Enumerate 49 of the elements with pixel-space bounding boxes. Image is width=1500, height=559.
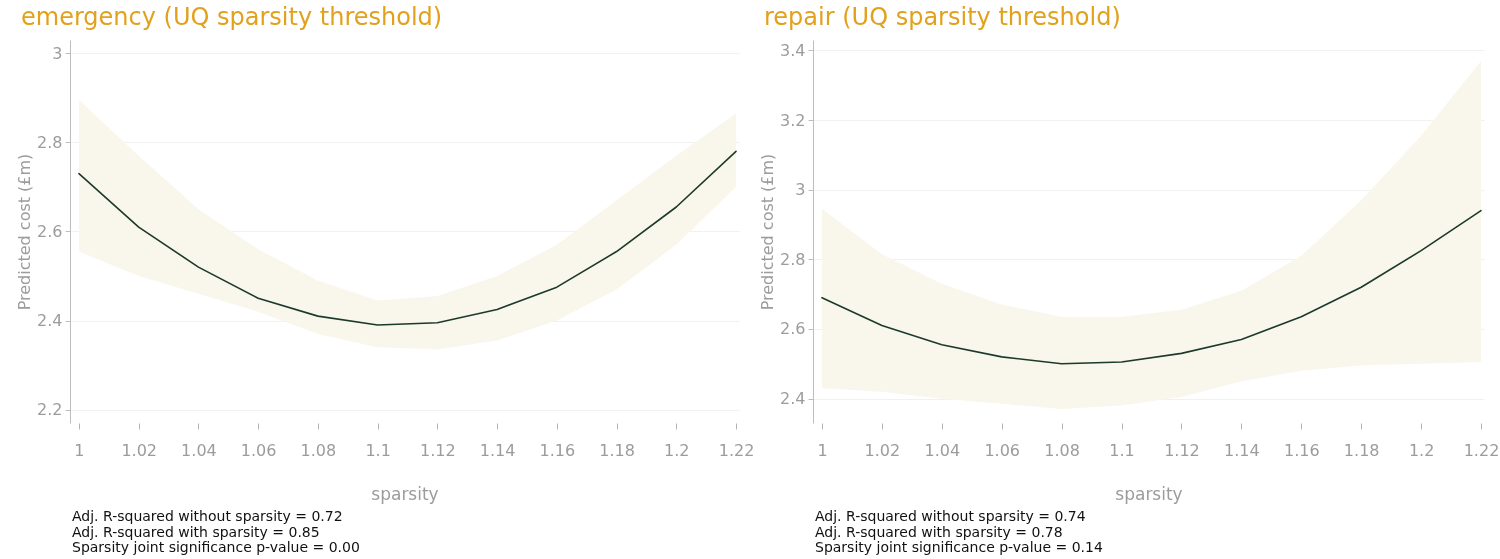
y-tick-label: 2.4	[780, 389, 806, 409]
text: Adj. R-squared without sparsity = 0.74	[815, 508, 1086, 524]
chart-title: repair (UQ sparsity threshold)	[764, 3, 1121, 31]
x-tick-label: 1.06	[984, 440, 1021, 460]
y-axis-title: Predicted cost (£m)	[758, 153, 778, 311]
x-tick-label: 1.02	[121, 440, 157, 460]
y-tick-label: 3.4	[780, 40, 806, 60]
y-tick-label: 2.4	[37, 311, 63, 331]
text: Adj. R-squared with sparsity = 0.78	[815, 523, 1063, 540]
x-tick-label: 1.06	[240, 440, 277, 460]
x-tick-label: 1.16	[539, 440, 576, 460]
chart-title: emergency (UQ sparsity threshold)	[21, 3, 443, 31]
x-tick-label: 1.02	[864, 440, 901, 460]
y-tick-label: 2.8	[780, 249, 806, 269]
y-tick-label: 2.8	[37, 132, 63, 152]
x-tick-label: 1.18	[1343, 440, 1380, 460]
x-axis-title: sparsity	[1115, 483, 1183, 504]
y-tick-label: 2.2	[37, 400, 63, 420]
text: Sparsity joint significance p-value = 0.00	[72, 539, 360, 555]
x-tick-label: 1	[817, 440, 828, 460]
x-tick-label: 1.2	[664, 440, 690, 460]
x-tick-label: 1.14	[479, 440, 516, 460]
x-tick-label: 1.04	[924, 440, 961, 460]
y-tick-label: 3.2	[780, 110, 806, 130]
line-series	[821, 209, 1482, 365]
y-tick-label: 2.6	[780, 319, 806, 339]
x-tick-label: 1.12	[420, 440, 456, 460]
x-tick-label: 1.08	[1044, 440, 1080, 460]
x-tick-label: 1.08	[300, 440, 337, 460]
x-tick-label: 1.1	[365, 440, 391, 460]
y-tick-label: 2.6	[37, 222, 63, 241]
x-tick-label: 1.2	[1408, 440, 1435, 460]
line-series	[78, 150, 737, 326]
x-tick-label: 1.1	[1109, 440, 1135, 460]
x-tick-label: 1.12	[1164, 440, 1200, 460]
x-tick-label: 1.04	[181, 440, 217, 460]
x-tick-label: 1.14	[1224, 440, 1260, 460]
x-tick-label: 1	[74, 440, 85, 460]
text: Adj. R-squared with sparsity = 0.85	[72, 523, 320, 540]
y-axis-title: Predicted cost (£m)	[15, 153, 35, 311]
x-axis-title: sparsity	[371, 483, 439, 504]
y-tick-label: 3	[52, 43, 63, 63]
x-tick-label: 1.18	[599, 440, 635, 460]
text: Sparsity joint significance p-value = 0.14	[815, 539, 1103, 555]
x-tick-label: 1.22	[718, 440, 755, 460]
x-tick-label: 1.16	[1283, 440, 1320, 460]
x-tick-label: 1.22	[1463, 440, 1500, 460]
y-tick-label: 3	[795, 180, 806, 200]
text: Adj. R-squared without sparsity = 0.72	[72, 508, 343, 524]
